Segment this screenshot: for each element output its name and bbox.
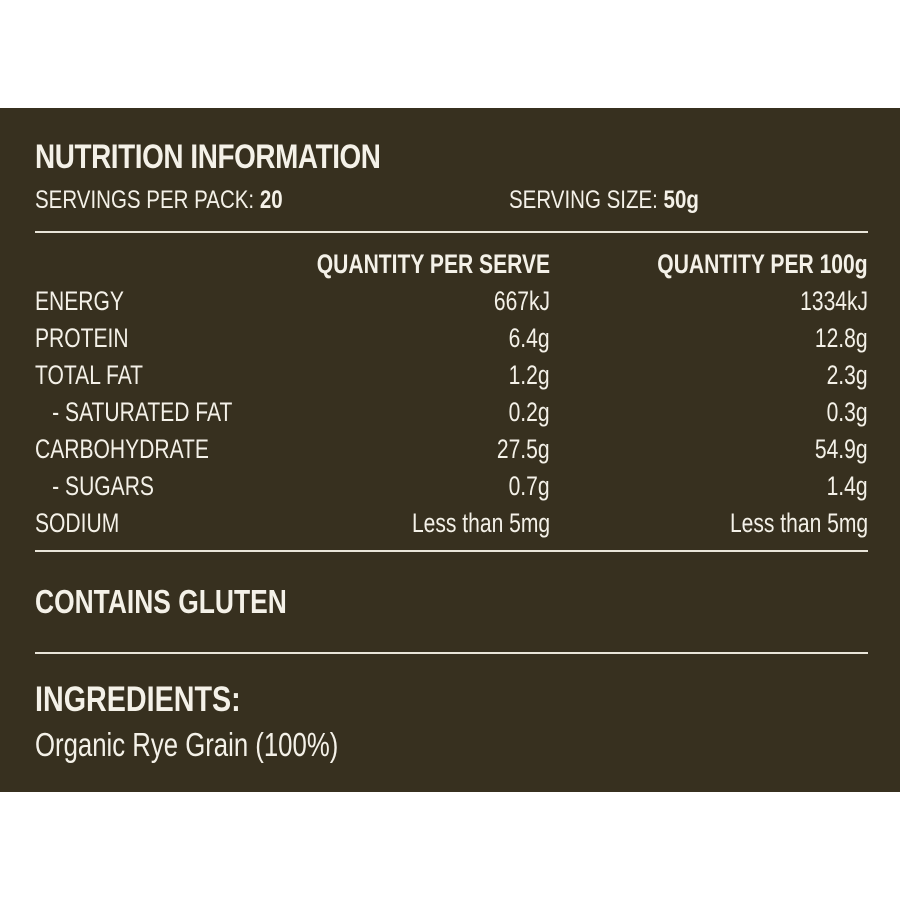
ingredients-text: Organic Rye Grain (100%) <box>35 726 339 763</box>
value-per-100g: 1334kJ <box>800 286 868 316</box>
divider-bottom <box>35 652 868 654</box>
value-per-serve: 667kJ <box>493 286 550 316</box>
nutrient-name: TOTAL FAT <box>35 360 144 390</box>
serving-size-label: SERVING SIZE: <box>509 186 658 214</box>
value-per-serve: 6.4g <box>509 323 550 353</box>
nutrient-name: PROTEIN <box>35 323 129 353</box>
value-per-100g: 12.8g <box>815 323 868 353</box>
column-header-per-100g: QUANTITY PER 100g <box>657 249 868 279</box>
table-row: CARBOHYDRATE 27.5g 54.9g <box>35 431 868 468</box>
column-header-per-serve: QUANTITY PER SERVE <box>316 249 550 279</box>
nutrition-panel: NUTRITION INFORMATION SERVINGS PER PACK:… <box>0 108 900 792</box>
divider-middle <box>35 550 868 552</box>
value-per-100g: 2.3g <box>827 360 868 390</box>
table-row: ENERGY 667kJ 1334kJ <box>35 283 868 320</box>
value-per-serve: 0.7g <box>509 471 550 501</box>
value-per-serve: 1.2g <box>509 360 550 390</box>
nutrient-name: - SATURATED FAT <box>52 397 233 427</box>
servings-per-pack-value: 20 <box>259 186 283 214</box>
nutrient-name: SODIUM <box>35 508 120 538</box>
serving-size-value: 50g <box>663 186 699 214</box>
table-row: TOTAL FAT 1.2g 2.3g <box>35 357 868 394</box>
nutrient-name: ENERGY <box>35 286 124 316</box>
nutrient-name: CARBOHYDRATE <box>35 434 209 464</box>
nutrition-title: NUTRITION INFORMATION <box>35 138 381 176</box>
table-row: - SUGARS 0.7g 1.4g <box>35 468 868 505</box>
table-row: SODIUM Less than 5mg Less than 5mg <box>35 505 868 542</box>
value-per-100g: 0.3g <box>827 397 868 427</box>
value-per-serve: Less than 5mg <box>411 508 550 538</box>
servings-per-pack-label: SERVINGS PER PACK: <box>35 186 255 214</box>
divider-top <box>35 231 868 233</box>
serving-size: SERVING SIZE: 50g <box>509 186 699 215</box>
allergen-statement: CONTAINS GLUTEN <box>35 583 287 620</box>
value-per-100g: Less than 5mg <box>729 508 868 538</box>
value-per-100g: 1.4g <box>827 471 868 501</box>
nutrition-table: QUANTITY PER SERVE QUANTITY PER 100g ENE… <box>35 246 868 542</box>
table-row: PROTEIN 6.4g 12.8g <box>35 320 868 357</box>
value-per-100g: 54.9g <box>815 434 868 464</box>
ingredients-heading: INGREDIENTS: <box>35 680 241 719</box>
servings-per-pack: SERVINGS PER PACK: 20 <box>35 186 283 215</box>
value-per-serve: 27.5g <box>497 434 550 464</box>
nutrient-name: - SUGARS <box>52 471 154 501</box>
value-per-serve: 0.2g <box>509 397 550 427</box>
table-header-row: QUANTITY PER SERVE QUANTITY PER 100g <box>35 246 868 283</box>
table-row: - SATURATED FAT 0.2g 0.3g <box>35 394 868 431</box>
